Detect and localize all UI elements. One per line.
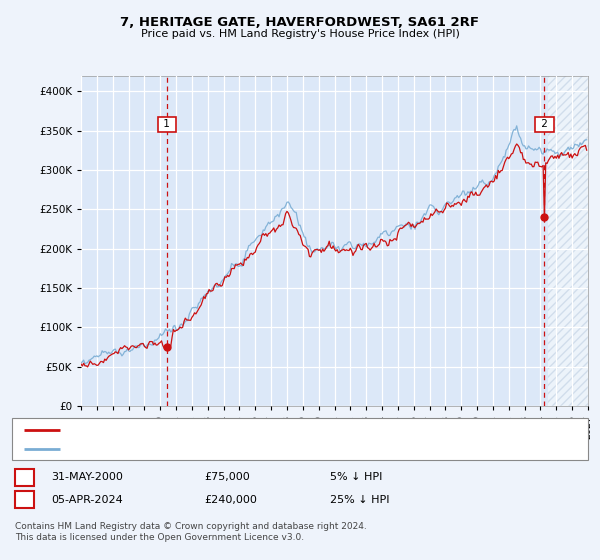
Text: 7, HERITAGE GATE, HAVERFORDWEST, SA61 2RF: 7, HERITAGE GATE, HAVERFORDWEST, SA61 2R…	[121, 16, 479, 29]
Text: 31-MAY-2000: 31-MAY-2000	[51, 472, 123, 482]
Text: 7, HERITAGE GATE, HAVERFORDWEST, SA61 2RF (detached house): 7, HERITAGE GATE, HAVERFORDWEST, SA61 2R…	[66, 425, 413, 435]
Text: 05-APR-2024: 05-APR-2024	[51, 494, 123, 505]
Text: 1: 1	[160, 119, 173, 129]
Text: 1: 1	[21, 472, 28, 482]
Text: 2: 2	[538, 119, 551, 129]
Text: £240,000: £240,000	[204, 494, 257, 505]
Text: Contains HM Land Registry data © Crown copyright and database right 2024.
This d: Contains HM Land Registry data © Crown c…	[15, 522, 367, 542]
Text: Price paid vs. HM Land Registry's House Price Index (HPI): Price paid vs. HM Land Registry's House …	[140, 29, 460, 39]
Text: HPI: Average price, detached house, Pembrokeshire: HPI: Average price, detached house, Pemb…	[66, 444, 336, 454]
Text: £75,000: £75,000	[204, 472, 250, 482]
Text: 25% ↓ HPI: 25% ↓ HPI	[330, 494, 389, 505]
Text: 2: 2	[21, 494, 28, 505]
Text: 5% ↓ HPI: 5% ↓ HPI	[330, 472, 382, 482]
